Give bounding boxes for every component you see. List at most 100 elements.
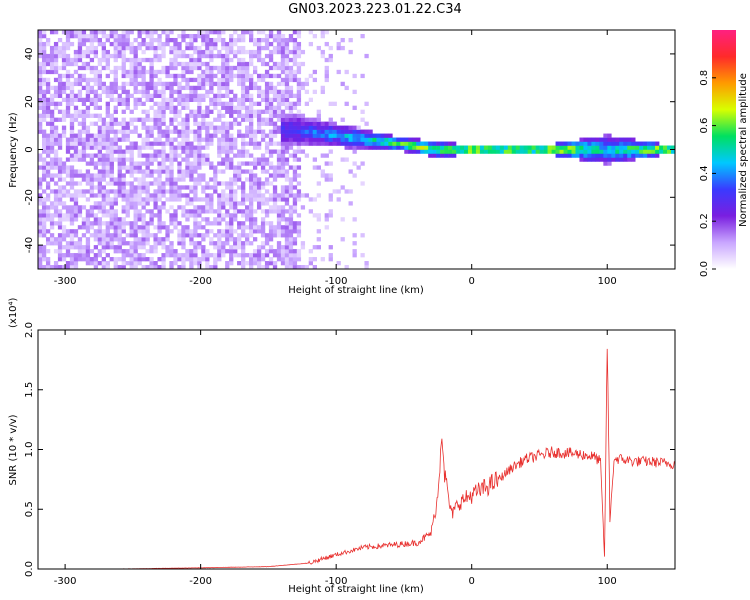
spectrogram-cell-1917 bbox=[217, 77, 222, 83]
spectrogram-cell-1942 bbox=[221, 149, 226, 154]
spectrogram-cell-2956 bbox=[344, 69, 349, 75]
spectrogram-cell-224 bbox=[57, 221, 63, 226]
spectrogram-cell-1876 bbox=[213, 65, 218, 71]
spectrogram-cell-2286 bbox=[252, 129, 258, 134]
spectrogram-cell-1593 bbox=[185, 53, 190, 59]
spectrogram-cell-2160 bbox=[241, 105, 246, 110]
spectrogram-cell-809 bbox=[113, 221, 118, 226]
spectrogram-cell-468 bbox=[81, 225, 87, 230]
spectrogram-cell-2496 bbox=[276, 245, 282, 250]
spectrogram-cell-1751 bbox=[201, 117, 206, 122]
spectrogram-cell-1579 bbox=[185, 125, 190, 130]
spectrogram-cell-1128 bbox=[141, 109, 146, 114]
spectrogram-cell-3261 bbox=[635, 153, 640, 158]
spectrogram-cell-704 bbox=[101, 81, 106, 87]
spectrogram-cell-2313 bbox=[256, 177, 262, 182]
spectrogram-cell-2945 bbox=[344, 265, 349, 269]
spectrogram-cell-1348 bbox=[161, 53, 166, 59]
spectrogram-cell-385 bbox=[73, 253, 79, 258]
spectrogram-cell-2849 bbox=[316, 125, 321, 130]
spectrogram-cell-182 bbox=[53, 205, 59, 210]
spectrogram-cell-721 bbox=[105, 225, 110, 230]
spectrogram-cell-1312 bbox=[161, 257, 166, 262]
spectrogram-cell-250 bbox=[57, 77, 63, 83]
spectrogram-cell-2871 bbox=[324, 225, 329, 230]
snr-xtick-label-3: 0 bbox=[469, 576, 475, 587]
spectrogram-cell-1484 bbox=[177, 185, 182, 190]
spectrogram-cell-1388 bbox=[169, 261, 174, 266]
spectrogram-cell-2031 bbox=[229, 177, 234, 182]
spectrogram-cell-38 bbox=[38, 61, 43, 67]
spectrogram-cell-583 bbox=[93, 261, 99, 266]
spectrogram-cell-3008 bbox=[364, 141, 369, 146]
spectrogram-cell-428 bbox=[77, 237, 83, 242]
spectrogram-cell-2962 bbox=[348, 137, 353, 142]
spectrogram-cell-1585 bbox=[185, 97, 190, 102]
spectrogram-cell-1279 bbox=[157, 185, 162, 190]
spectrogram-cell-2280 bbox=[252, 161, 258, 166]
spectrogram-cell-2494 bbox=[276, 253, 282, 258]
spectrogram-cell-2775 bbox=[300, 193, 306, 198]
spectrogram-cell-474 bbox=[81, 177, 87, 182]
spectrogram-cell-1628 bbox=[189, 77, 194, 83]
spectrogram-cell-862 bbox=[117, 173, 122, 178]
spectrogram-cell-1275 bbox=[157, 205, 162, 210]
spectrogram-cell-1848 bbox=[209, 30, 214, 35]
spectrogram-cell-415 bbox=[73, 77, 79, 83]
spectrogram-cell-272 bbox=[61, 177, 67, 182]
spectrogram-cell-531 bbox=[85, 97, 91, 102]
spectrogram-cell-2252 bbox=[249, 81, 254, 87]
spectrogram-cell-1283 bbox=[157, 169, 162, 174]
spectrogram-cell-1415 bbox=[169, 121, 174, 126]
spectrogram-cell-1827 bbox=[209, 141, 214, 146]
spectrogram-cell-960 bbox=[125, 93, 130, 99]
spectrogram-cell-1160 bbox=[145, 169, 150, 174]
spectrogram-cell-1584 bbox=[185, 101, 190, 106]
spectrogram-cell-891 bbox=[121, 229, 126, 234]
spectrogram-cell-3090 bbox=[444, 141, 449, 146]
spectrogram-cell-1614 bbox=[189, 169, 194, 174]
spectrogram-cell-3207 bbox=[599, 141, 604, 146]
spectrogram-cell-1174 bbox=[145, 97, 150, 102]
spectrogram-cell-299 bbox=[65, 245, 71, 250]
spectrogram-cell-1363 bbox=[165, 181, 170, 186]
spectrogram-cell-2465 bbox=[272, 197, 278, 202]
spectrogram-cell-3047 bbox=[400, 141, 405, 146]
spectrogram-cell-1207 bbox=[149, 125, 154, 130]
spectrogram-cell-1540 bbox=[181, 101, 186, 106]
spectrogram-cell-1941 bbox=[221, 157, 226, 162]
snr-ytick-label-3: 1.5 bbox=[24, 382, 35, 398]
spectrogram-cell-2050 bbox=[229, 69, 234, 75]
spectrogram-cell-1395 bbox=[169, 217, 174, 222]
spectrogram-cell-107 bbox=[45, 185, 51, 190]
spectrogram-cell-2642 bbox=[288, 245, 294, 250]
spectrogram-cell-2950 bbox=[344, 137, 349, 142]
spectrogram-cell-249 bbox=[57, 81, 63, 87]
spectrogram-cell-1850 bbox=[213, 261, 218, 266]
spectrogram-cell-1979 bbox=[225, 197, 230, 202]
spectrogram-cell-629 bbox=[97, 233, 102, 238]
spectrogram-cell-405 bbox=[73, 141, 79, 146]
spectrogram-cell-3188 bbox=[587, 145, 592, 150]
spectrogram-cell-2635 bbox=[284, 41, 290, 47]
spectrogram-cell-1771 bbox=[205, 253, 210, 258]
spectrogram-cell-1582 bbox=[185, 113, 190, 118]
spectrogram-cell-118 bbox=[45, 133, 51, 138]
spectrogram-cell-3271 bbox=[643, 145, 648, 150]
spectrogram-cell-853 bbox=[117, 229, 122, 234]
spectrogram-cell-430 bbox=[77, 213, 83, 218]
spectrogram-cell-2218 bbox=[249, 241, 254, 246]
spectrogram-cell-2282 bbox=[252, 145, 258, 150]
spectrogram-cell-2555 bbox=[280, 161, 286, 166]
spectrogram-cell-763 bbox=[109, 233, 114, 238]
spectrogram-cell-1010 bbox=[129, 49, 134, 55]
spectrogram-cell-1269 bbox=[157, 229, 162, 234]
spectrogram-cell-1184 bbox=[145, 30, 150, 35]
spectrogram-cell-2258 bbox=[249, 49, 254, 55]
spectrogram-cell-1695 bbox=[197, 197, 202, 202]
spectrogram-cell-2873 bbox=[324, 213, 329, 218]
spectrogram-cell-2157 bbox=[241, 133, 246, 138]
spectrogram-cell-1505 bbox=[177, 61, 182, 67]
spectrogram-cell-2201 bbox=[245, 109, 250, 114]
spectrogram-cell-99 bbox=[45, 237, 51, 242]
